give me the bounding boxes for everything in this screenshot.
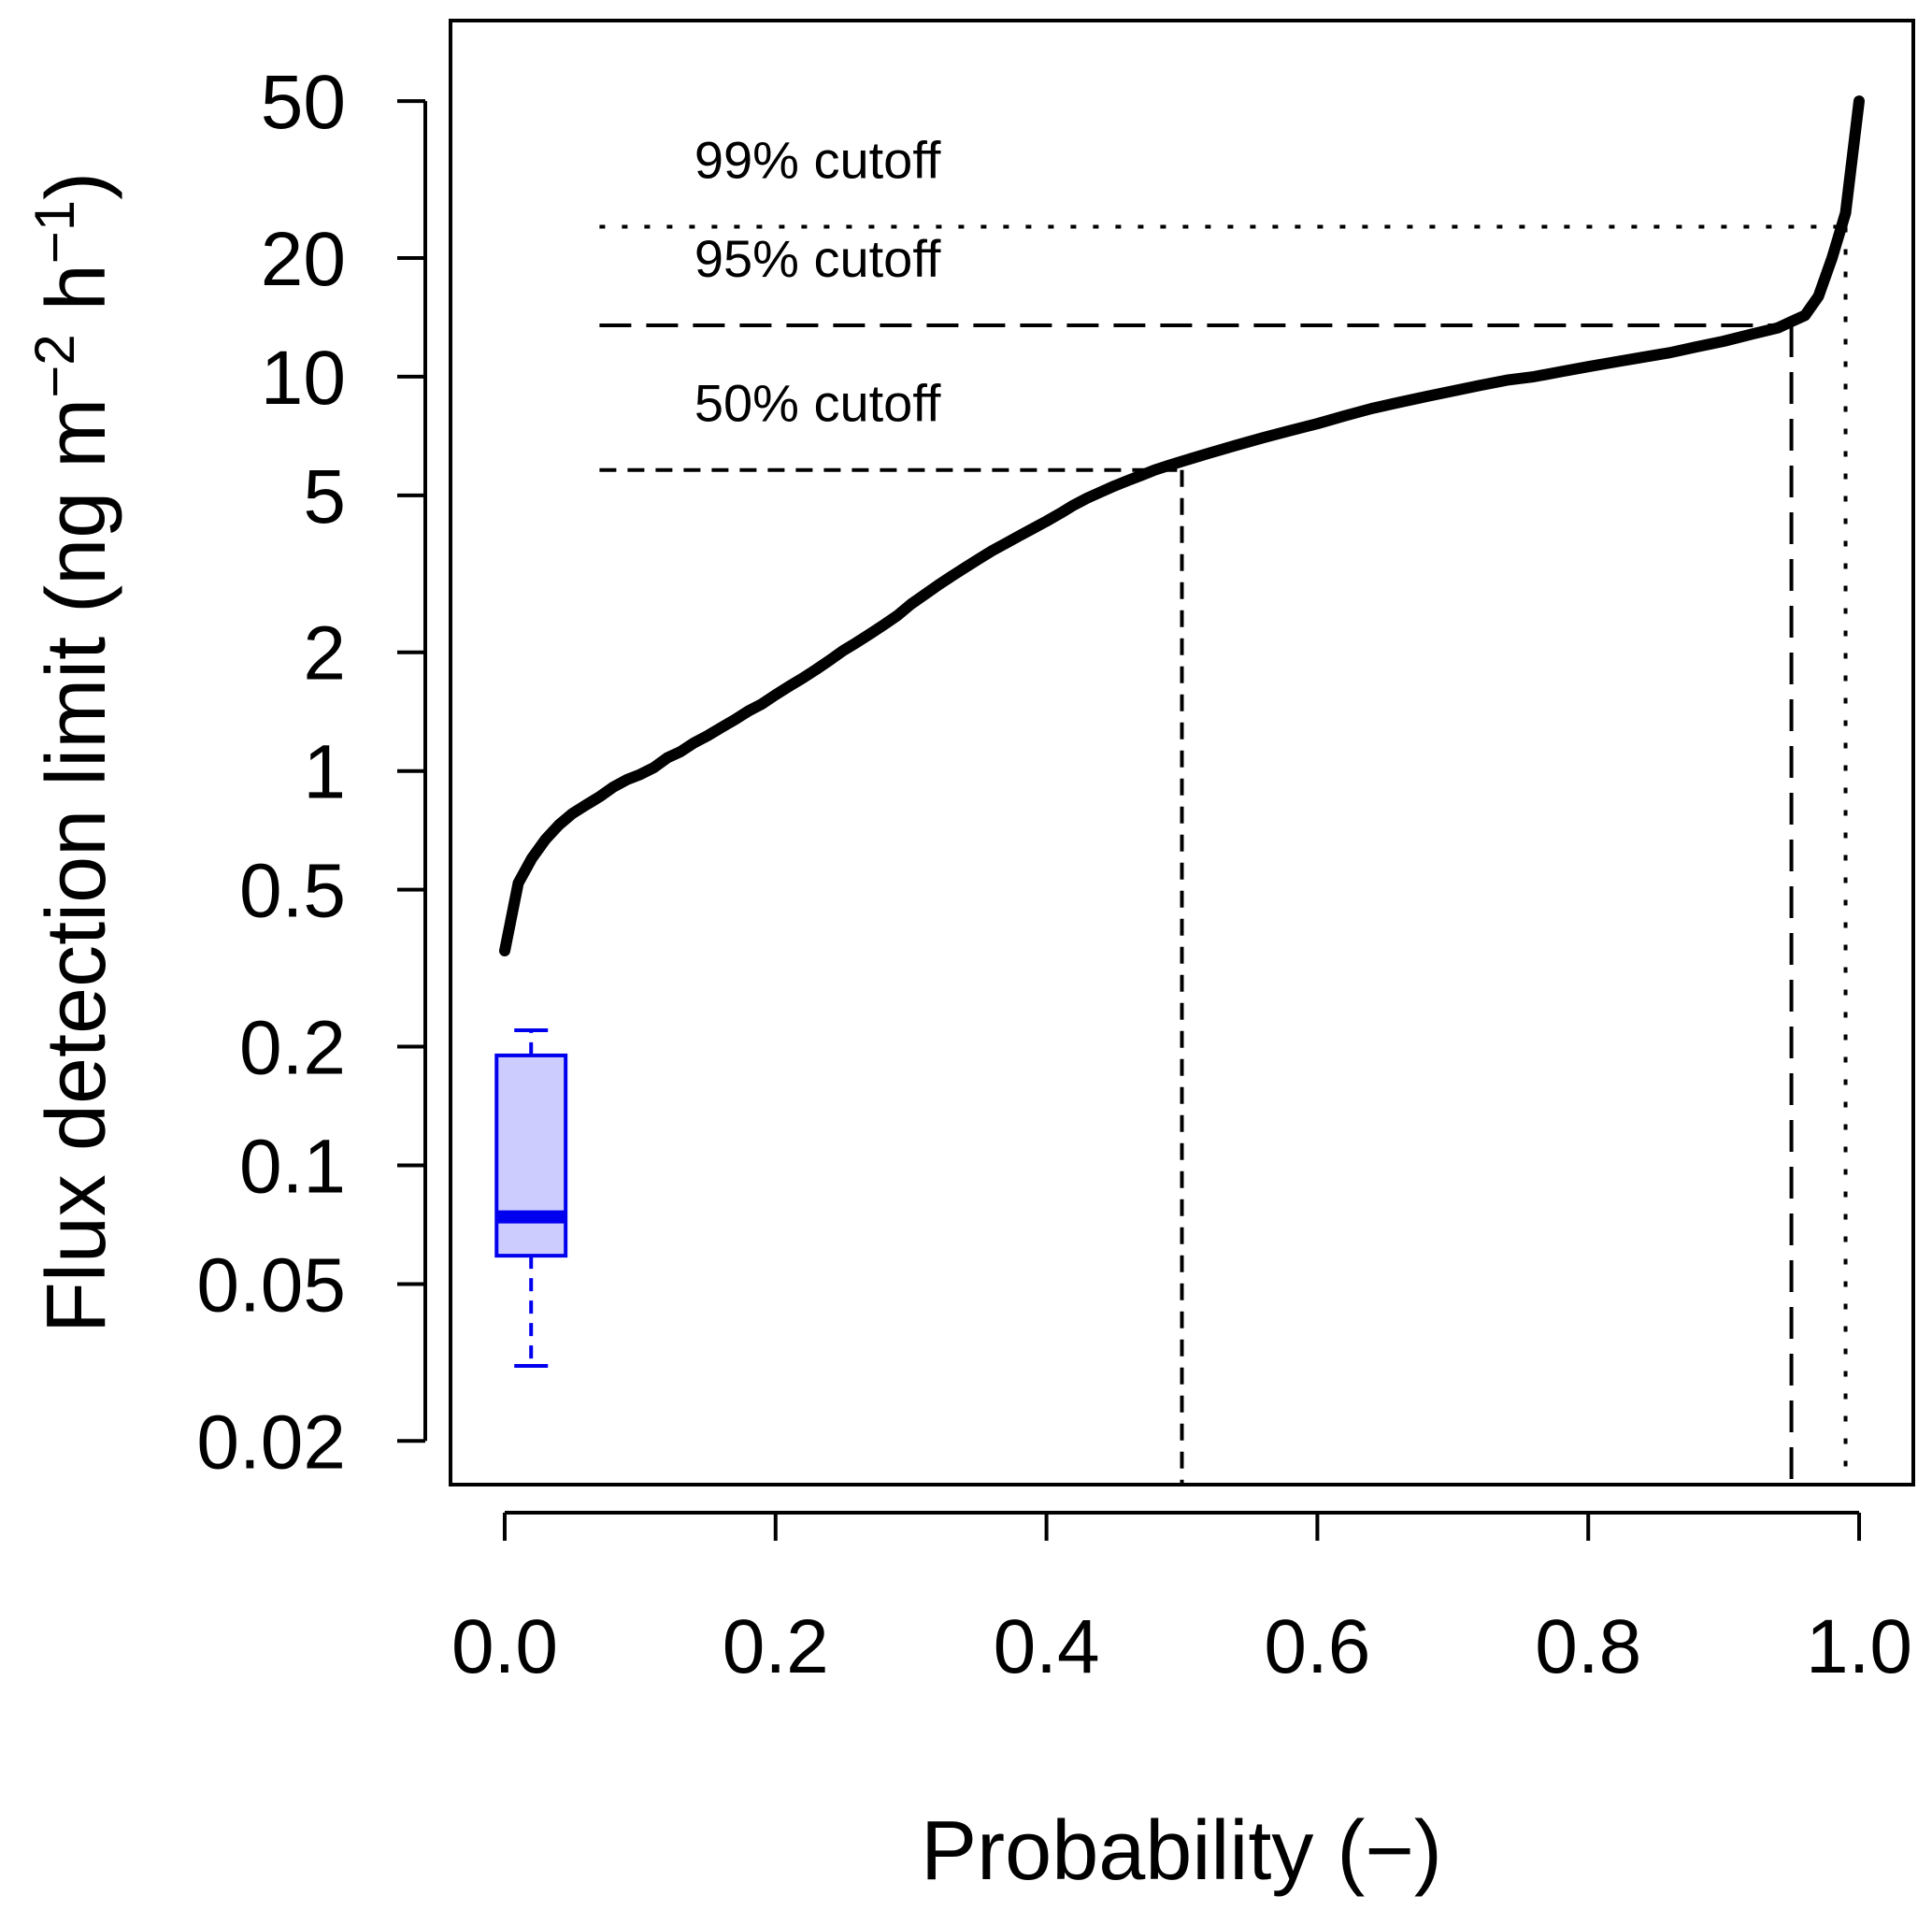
cutoff-lines: 99% cutoff 95% cutoff 50% cutoff xyxy=(599,131,1848,1485)
y-axis-title-prefix: Flux detection limit (ng m xyxy=(30,398,123,1333)
y-tick-label: 10 xyxy=(261,336,346,421)
boxplot-box xyxy=(494,1053,568,1258)
cutoff-label: 95% cutoff xyxy=(694,229,941,288)
y-tick-label: 0.2 xyxy=(239,1006,346,1091)
y-tick-label: 1 xyxy=(303,730,346,815)
y-axis: 0.02 0.05 0.1 0.2 0.5 1 2 5 10 20 50 xyxy=(196,60,427,1485)
x-tick-label: 0.4 xyxy=(994,1604,1100,1689)
y-axis-title: Flux detection limit (ng m−2 h−1) xyxy=(23,172,124,1333)
cutoff-label: 99% cutoff xyxy=(694,131,941,190)
y-tick-label: 0.05 xyxy=(196,1242,346,1328)
boxplot xyxy=(494,1028,568,1369)
y-tick-label: 0.5 xyxy=(239,849,346,934)
y-tick-label: 20 xyxy=(261,217,346,302)
series-line xyxy=(499,95,1865,956)
x-axis-title: Probability (−) xyxy=(921,1804,1442,1898)
x-tick-label: 0.2 xyxy=(723,1604,829,1689)
y-tick-label: 50 xyxy=(261,60,346,145)
y-tick-label: 5 xyxy=(303,454,346,539)
y-tick-label: 2 xyxy=(303,611,346,697)
x-tick-label: 0.8 xyxy=(1535,1604,1641,1689)
cdf-series xyxy=(499,95,1865,956)
cutoff-label: 50% cutoff xyxy=(694,374,941,433)
x-tick-label: 1.0 xyxy=(1806,1604,1912,1689)
x-axis: 0.0 0.2 0.4 0.6 0.8 1.0 xyxy=(451,1511,1912,1689)
y-axis-title-sup1: −2 xyxy=(23,334,86,397)
x-tick-label: 0.0 xyxy=(451,1604,558,1689)
y-tick-label: 0.1 xyxy=(239,1124,346,1209)
x-tick-label: 0.6 xyxy=(1264,1604,1370,1689)
y-axis-title-sup2: −1 xyxy=(23,200,86,264)
y-axis-title-mid: h xyxy=(30,264,123,334)
y-axis-title-suffix: ) xyxy=(30,172,123,200)
y-tick-label: 0.02 xyxy=(196,1400,346,1485)
